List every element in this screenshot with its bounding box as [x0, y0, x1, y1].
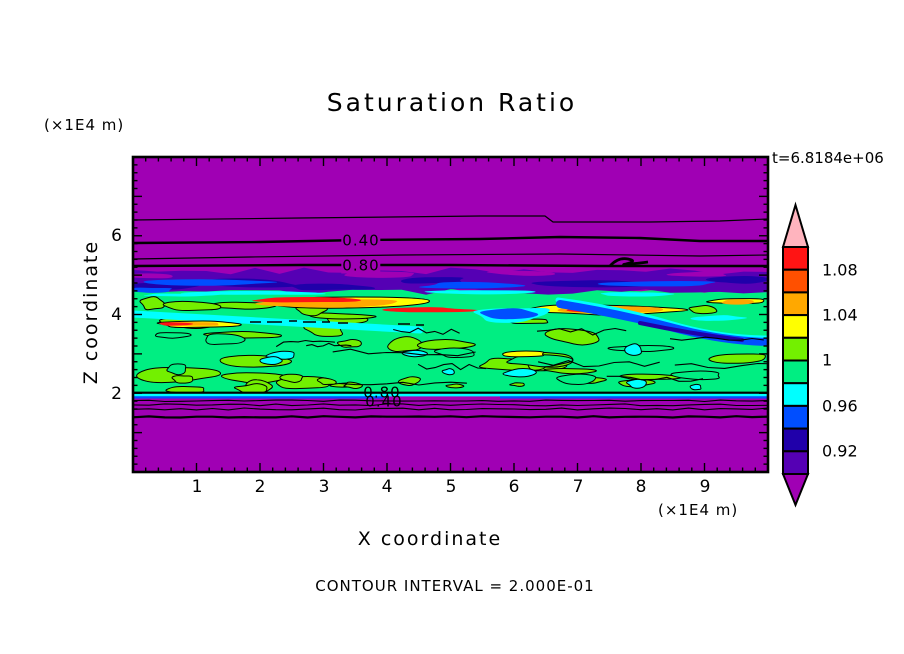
x-tick-label: 3 — [318, 477, 330, 497]
x-tick-label: 1 — [191, 477, 203, 497]
x-tick-label: 6 — [508, 477, 520, 497]
x-tick-label: 7 — [572, 477, 584, 497]
x-tick-label: 4 — [381, 477, 393, 497]
x-tick-label: 2 — [254, 477, 266, 497]
y-axis-unit-label: (×1E4 m) — [44, 116, 125, 134]
contour-label-040-lower: 0.40 — [365, 392, 403, 411]
plot-area — [133, 157, 768, 472]
colorbar-label: 0.96 — [822, 396, 858, 416]
y-tick-label: 2 — [111, 384, 122, 404]
chart-title: Saturation Ratio — [326, 88, 578, 117]
x-tick-label: 8 — [635, 477, 647, 497]
contour-label-080-upper: 0.80 — [341, 256, 381, 275]
x-axis-unit-label: (×1E4 m) — [658, 501, 739, 519]
colorbar — [781, 201, 810, 508]
colorbar-label: 1 — [822, 350, 833, 370]
time-annotation: t=6.8184e+06 — [772, 149, 884, 167]
contour-label-040-upper: 0.40 — [341, 231, 381, 250]
x-tick-label: 9 — [699, 477, 711, 497]
colorbar-label: 1.04 — [822, 305, 858, 325]
colorbar-label: 1.08 — [822, 260, 858, 280]
y-tick-label: 4 — [111, 305, 122, 325]
contour-interval-note: CONTOUR INTERVAL = 2.000E-01 — [315, 577, 595, 595]
x-tick-label: 5 — [445, 477, 457, 497]
x-axis-title: X coordinate — [357, 528, 503, 550]
colorbar-label: 0.92 — [822, 441, 858, 461]
y-tick-label: 6 — [111, 226, 122, 246]
contour-label-080-lower: 0.80 — [363, 383, 401, 402]
